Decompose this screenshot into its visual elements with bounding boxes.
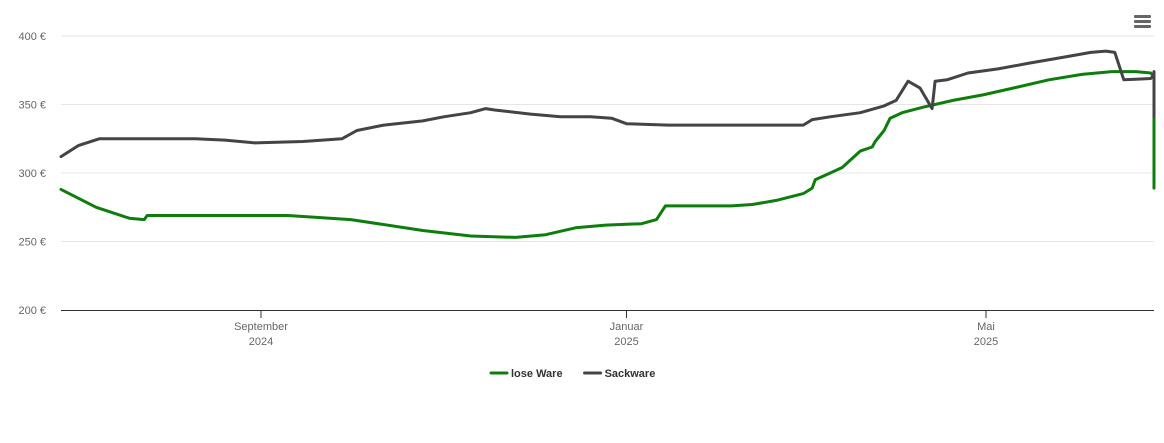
y-axis: 200 € 250 € 300 € 350 € 400 € <box>18 31 46 317</box>
y-tick-label: 200 € <box>18 305 46 317</box>
x-axis: September 2024 Januar 2025 Mai 2025 <box>61 310 1154 348</box>
series-group <box>59 49 1156 239</box>
x-tick-year-label: 2025 <box>614 336 638 348</box>
series-line-lose-ware[interactable] <box>59 70 1156 239</box>
x-tick-month-label: September <box>234 321 288 333</box>
hamburger-menu-icon[interactable] <box>1130 10 1154 34</box>
x-tick-year-label: 2024 <box>249 336 273 348</box>
y-tick-label: 300 € <box>18 168 46 180</box>
legend-item-sackware[interactable]: Sackware <box>583 368 656 380</box>
y-tick-label: 400 € <box>18 31 46 43</box>
series-line-sackware[interactable] <box>59 49 1156 159</box>
grid-lines <box>61 35 1154 242</box>
legend[interactable]: lose Ware Sackware <box>489 368 656 380</box>
y-tick-label: 350 € <box>18 100 46 112</box>
y-tick-label: 250 € <box>18 237 46 249</box>
x-tick-month-label: Januar <box>610 321 644 333</box>
x-tick-year-label: 2025 <box>974 336 998 348</box>
legend-label: lose Ware <box>511 368 563 380</box>
legend-item-lose-ware[interactable]: lose Ware <box>489 368 563 380</box>
x-tick-month-label: Mai <box>977 321 995 333</box>
legend-label: Sackware <box>605 368 656 380</box>
